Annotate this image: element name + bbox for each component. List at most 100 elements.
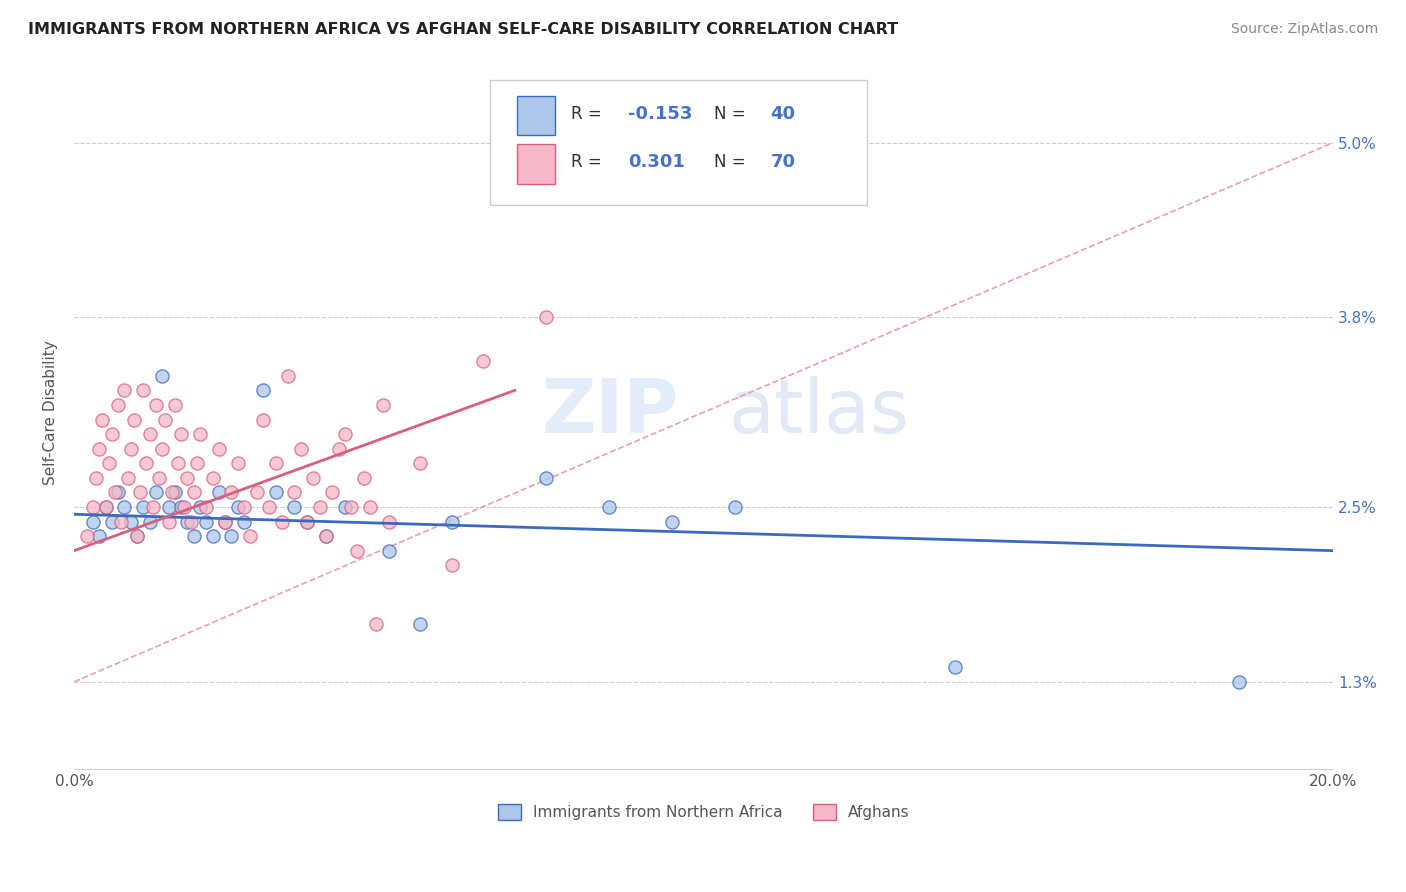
Point bbox=[157, 515, 180, 529]
Point bbox=[233, 515, 256, 529]
Point bbox=[264, 485, 287, 500]
Point bbox=[107, 485, 129, 500]
Text: ZIP: ZIP bbox=[541, 376, 679, 449]
Point bbox=[120, 442, 142, 456]
Point bbox=[366, 616, 388, 631]
Point bbox=[101, 427, 124, 442]
Point bbox=[97, 456, 120, 470]
Point bbox=[110, 515, 132, 529]
Text: Source: ZipAtlas.com: Source: ZipAtlas.com bbox=[1230, 22, 1378, 37]
Point bbox=[208, 485, 231, 500]
Text: atlas: atlas bbox=[728, 376, 910, 449]
Point bbox=[183, 529, 205, 543]
Point bbox=[295, 515, 318, 529]
Point bbox=[295, 515, 318, 529]
Point bbox=[321, 485, 343, 500]
Text: 40: 40 bbox=[770, 104, 796, 123]
Point bbox=[264, 456, 287, 470]
Point bbox=[239, 529, 262, 543]
Point bbox=[290, 442, 312, 456]
Text: -0.153: -0.153 bbox=[628, 104, 693, 123]
Point bbox=[252, 412, 274, 426]
Point bbox=[163, 485, 186, 500]
Point bbox=[170, 427, 193, 442]
Point bbox=[135, 456, 157, 470]
Point bbox=[1227, 674, 1250, 689]
Point bbox=[378, 543, 401, 558]
Point bbox=[84, 471, 107, 485]
Point bbox=[91, 412, 114, 426]
Point bbox=[208, 442, 231, 456]
Point bbox=[270, 515, 292, 529]
Point bbox=[661, 515, 683, 529]
Point bbox=[259, 500, 281, 514]
Point bbox=[107, 398, 129, 412]
Point bbox=[101, 515, 124, 529]
Point bbox=[186, 456, 208, 470]
Point bbox=[180, 515, 202, 529]
Point bbox=[945, 660, 967, 674]
Point bbox=[536, 471, 558, 485]
Point bbox=[221, 529, 243, 543]
Y-axis label: Self-Care Disability: Self-Care Disability bbox=[44, 340, 58, 484]
Point bbox=[226, 500, 249, 514]
Point bbox=[353, 471, 375, 485]
Text: 0.301: 0.301 bbox=[628, 153, 685, 171]
Point bbox=[104, 485, 127, 500]
Point bbox=[346, 543, 368, 558]
Point bbox=[114, 384, 136, 398]
Point bbox=[82, 515, 104, 529]
Point bbox=[333, 427, 356, 442]
Point bbox=[214, 515, 236, 529]
Point bbox=[536, 310, 558, 325]
FancyBboxPatch shape bbox=[489, 80, 868, 205]
Point bbox=[472, 354, 495, 368]
Point bbox=[120, 515, 142, 529]
Point bbox=[170, 500, 193, 514]
Point bbox=[195, 515, 218, 529]
Point bbox=[145, 398, 167, 412]
Point bbox=[117, 471, 139, 485]
Point bbox=[214, 515, 236, 529]
Point bbox=[114, 500, 136, 514]
Point bbox=[148, 471, 170, 485]
Point bbox=[129, 485, 152, 500]
Point bbox=[94, 500, 117, 514]
Point bbox=[138, 427, 160, 442]
Point bbox=[142, 500, 165, 514]
Point bbox=[283, 485, 305, 500]
Text: R =: R = bbox=[571, 104, 602, 123]
Point bbox=[226, 456, 249, 470]
Point bbox=[176, 471, 198, 485]
Point bbox=[76, 529, 98, 543]
Point bbox=[315, 529, 337, 543]
Point bbox=[315, 529, 337, 543]
Point bbox=[188, 500, 211, 514]
Point bbox=[150, 368, 173, 383]
Point bbox=[359, 500, 381, 514]
Point bbox=[173, 500, 195, 514]
Point bbox=[89, 442, 111, 456]
Point bbox=[132, 500, 155, 514]
Point bbox=[283, 500, 305, 514]
Point bbox=[440, 515, 463, 529]
Point bbox=[94, 500, 117, 514]
Text: R =: R = bbox=[571, 153, 602, 171]
Bar bbox=[517, 145, 555, 184]
Point bbox=[145, 485, 167, 500]
Point bbox=[308, 500, 330, 514]
Point bbox=[246, 485, 269, 500]
Text: 70: 70 bbox=[770, 153, 796, 171]
Point bbox=[157, 500, 180, 514]
Point bbox=[201, 529, 224, 543]
Point bbox=[724, 500, 747, 514]
Point bbox=[188, 427, 211, 442]
Bar bbox=[517, 95, 555, 135]
Point bbox=[221, 485, 243, 500]
Point bbox=[328, 442, 350, 456]
Point bbox=[160, 485, 183, 500]
Legend: Immigrants from Northern Africa, Afghans: Immigrants from Northern Africa, Afghans bbox=[492, 797, 915, 826]
Text: IMMIGRANTS FROM NORTHERN AFRICA VS AFGHAN SELF-CARE DISABILITY CORRELATION CHART: IMMIGRANTS FROM NORTHERN AFRICA VS AFGHA… bbox=[28, 22, 898, 37]
Point bbox=[125, 529, 148, 543]
Point bbox=[122, 412, 145, 426]
